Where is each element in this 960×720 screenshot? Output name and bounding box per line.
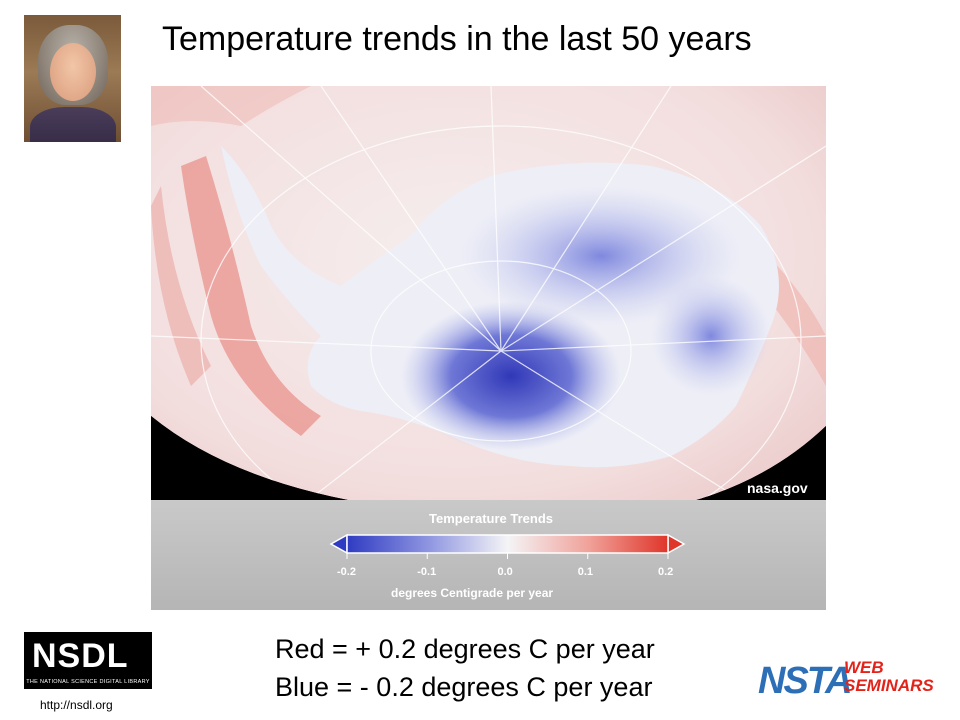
presenter-photo	[24, 15, 121, 142]
legend-tick-label: 0.0	[498, 566, 513, 578]
page-title: Temperature trends in the last 50 years	[162, 20, 752, 58]
nsta-web-seminars-logo: NSTA WEB SEMINARS	[758, 657, 954, 707]
legend-tick-label: 0.1	[578, 566, 593, 578]
nsdl-logo[interactable]: NSDL THE NATIONAL SCIENCE DIGITAL LIBRAR…	[24, 632, 152, 689]
caption-red: Red = + 0.2 degrees C per year	[275, 634, 655, 664]
nsdl-logo-tagline: THE NATIONAL SCIENCE DIGITAL LIBRARY	[26, 679, 150, 685]
legend-unit: degrees Centigrade per year	[391, 586, 553, 600]
legend-tick-label: -0.2	[337, 566, 356, 578]
caption-blue: Blue = - 0.2 degrees C per year	[275, 672, 653, 702]
nsta-logo-seminars: SEMINARS	[844, 676, 934, 695]
nsdl-logo-letters: NSDL	[32, 637, 129, 675]
legend-color-bar	[346, 534, 669, 554]
antarctica-temperature-map: nasa.gov Temperature Trends -0.2 -0.1 0.0 0…	[151, 86, 826, 610]
legend-tick-label: 0.2	[658, 566, 673, 578]
nsta-logo-text: NSTA	[758, 660, 853, 702]
nsta-logo-web: WEB	[844, 658, 884, 677]
legend-title: Temperature Trends	[429, 511, 553, 526]
legend-tick-label: -0.1	[417, 566, 436, 578]
nsdl-url[interactable]: http://nsdl.org	[40, 698, 113, 712]
map-credit: nasa.gov	[747, 480, 808, 496]
